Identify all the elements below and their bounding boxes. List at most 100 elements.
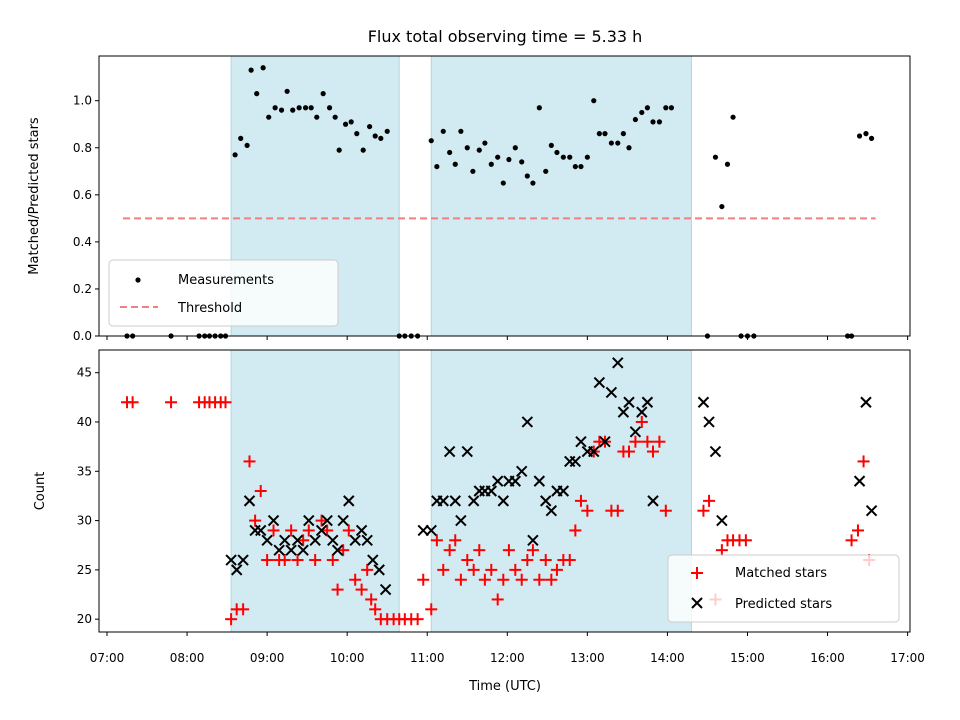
matched-star-marker <box>425 603 438 616</box>
predicted-star-marker <box>449 495 461 507</box>
matched-star-marker <box>857 455 870 468</box>
measurement-point <box>567 154 573 160</box>
x-tick-label: 11:00 <box>410 651 445 665</box>
measurement-point <box>290 107 296 113</box>
predicted-star-marker <box>516 465 528 477</box>
measurement-point <box>488 161 494 167</box>
predicted-star-marker <box>716 514 728 527</box>
matched-star-marker <box>715 544 728 557</box>
predicted-star-marker <box>545 505 558 517</box>
matched-star-marker <box>485 563 498 576</box>
matched-star-marker <box>249 514 262 527</box>
measurement-point <box>254 91 260 97</box>
measurement-point <box>452 161 458 167</box>
bottom-panel-legend: Matched stars Predicted stars <box>667 554 900 623</box>
predicted-star-marker <box>629 426 642 438</box>
predicted-star-marker <box>379 583 392 596</box>
measurement-point <box>530 180 536 186</box>
matched-star-marker <box>225 613 238 626</box>
measurement-point <box>378 135 384 141</box>
matched-star-marker <box>454 573 467 586</box>
y-tick-label: 0.2 <box>73 282 92 296</box>
matched-star-marker <box>309 554 322 567</box>
predicted-star-marker <box>291 534 304 547</box>
bottom-panel-frame <box>98 349 911 633</box>
predicted-star-marker <box>303 514 315 527</box>
measurement-point <box>536 105 542 111</box>
matched-star-marker <box>261 554 274 567</box>
legend-threshold-label: Threshold <box>177 301 242 316</box>
predicted-star-marker <box>361 534 373 547</box>
top-panel-frame <box>98 55 911 337</box>
measurement-point <box>584 154 590 160</box>
matched-star-marker <box>369 603 382 616</box>
matched-star-marker <box>550 563 563 576</box>
x-axis-label: Time (UTC) <box>468 679 541 694</box>
measurement-point <box>476 147 482 153</box>
predicted-star-marker <box>225 554 237 566</box>
matched-star-marker <box>411 613 424 626</box>
predicted-star-marker <box>279 534 291 547</box>
measurement-point <box>458 128 464 134</box>
measurement-point <box>336 147 342 153</box>
predicted-star-marker <box>588 445 600 458</box>
predicted-star-marker <box>267 514 280 527</box>
matched-star-marker <box>569 524 582 537</box>
measurement-point <box>554 149 560 156</box>
measurement-point <box>856 133 863 139</box>
predicted-star-marker <box>327 534 339 547</box>
matched-star-marker <box>635 415 648 428</box>
top-panel-axes: 0.0 0.2 0.4 0.6 0.8 1.0 <box>73 94 909 343</box>
observing-interval <box>430 55 692 337</box>
measurement-point <box>620 131 626 137</box>
measurement-point <box>578 163 584 170</box>
predicted-star-marker <box>343 495 355 507</box>
measurement-point <box>332 114 338 120</box>
measurement-point <box>868 135 875 141</box>
predicted-star-marker <box>485 485 497 497</box>
predicted-star-marker <box>443 445 456 458</box>
measurement-point <box>360 147 366 153</box>
matched-star-marker <box>647 445 660 458</box>
predicted-star-marker <box>599 435 611 448</box>
legend-matched-label: Matched stars <box>735 566 827 581</box>
bottom-panel-marks <box>121 357 878 626</box>
measurement-point <box>639 109 645 116</box>
measurement-point <box>519 159 525 165</box>
matched-star-marker <box>302 524 315 537</box>
predicted-star-marker <box>491 475 504 487</box>
predicted-star-marker <box>521 416 534 428</box>
matched-star-marker <box>278 554 291 567</box>
y-tick-label: 30 <box>77 514 92 528</box>
measurement-point <box>342 121 349 127</box>
matched-star-marker <box>165 396 178 409</box>
measurement-point <box>440 128 446 134</box>
measurement-point <box>244 142 250 149</box>
matched-star-marker <box>491 593 504 606</box>
measurement-point <box>615 140 621 146</box>
measurement-point <box>724 161 731 167</box>
predicted-star-marker <box>255 524 267 537</box>
measurement-point <box>464 145 470 151</box>
matched-star-marker <box>545 573 558 586</box>
measurement-point <box>863 131 869 137</box>
matched-star-marker <box>473 544 486 557</box>
matched-star-marker <box>739 534 752 547</box>
matched-star-marker <box>285 524 298 537</box>
matched-star-marker <box>326 554 339 567</box>
y-tick-label: 45 <box>77 366 92 380</box>
matched-star-marker <box>563 554 576 567</box>
top-panel-marks <box>123 65 876 339</box>
matched-star-marker <box>502 544 515 557</box>
matched-star-marker <box>539 554 552 567</box>
predicted-star-marker <box>367 554 379 566</box>
measurement-point <box>320 91 326 97</box>
predicted-star-marker <box>309 534 321 547</box>
measurement-point <box>278 107 285 113</box>
y-tick-label: 0.0 <box>73 329 92 343</box>
matched-star-marker <box>533 573 546 586</box>
x-tick-label: 09:00 <box>250 651 285 665</box>
measurement-point <box>248 67 254 73</box>
measurement-point <box>447 149 453 156</box>
matched-star-marker <box>219 396 232 409</box>
